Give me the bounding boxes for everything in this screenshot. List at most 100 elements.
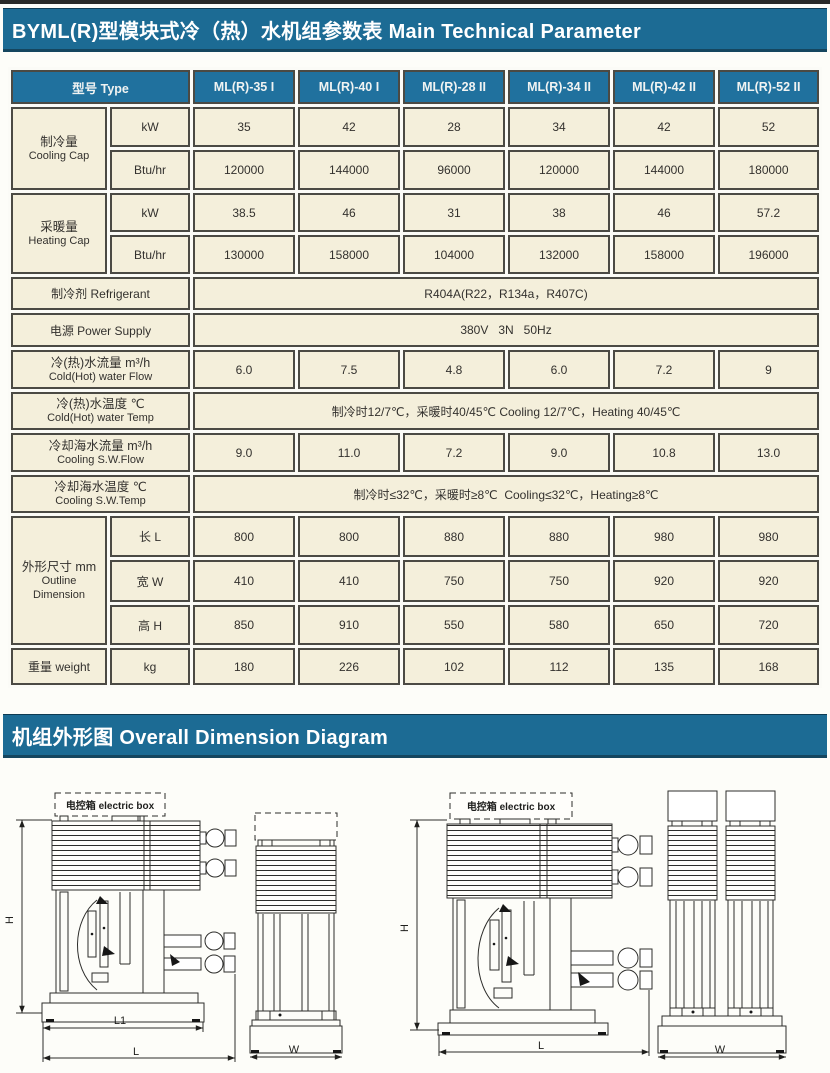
label-cn: 制冷量 bbox=[40, 134, 78, 149]
value-cell: 980 bbox=[718, 516, 820, 557]
value-cell: 38.5 bbox=[193, 193, 296, 232]
dimension-h-right: H bbox=[399, 819, 447, 1031]
electric-box-tower-b bbox=[725, 790, 776, 822]
sw-flow-row: 冷却海水流量 m³/h Cooling S.W.Flow 9.0 11.0 7.… bbox=[11, 433, 820, 472]
value-cell: 46 bbox=[298, 193, 401, 232]
sw-temp-value-cell: 制冷时≤32℃，采暖时≥8℃ Cooling≤32℃，Heating≥8℃ bbox=[193, 475, 820, 513]
fin-coil-side-left bbox=[255, 845, 337, 914]
unit-cell: kW bbox=[110, 193, 191, 232]
dim-label-w: W bbox=[289, 1044, 300, 1056]
label-cn: 冷(热)水温度 ℃ bbox=[56, 397, 145, 411]
value-cell: 31 bbox=[403, 193, 506, 232]
value-cell: 57.2 bbox=[718, 193, 820, 232]
unit-cell: 高 H bbox=[110, 605, 191, 645]
label-en: Cooling S.W.Temp bbox=[55, 495, 146, 508]
label-cn: 冷却海水流量 m³/h bbox=[48, 438, 153, 453]
value-cell: 34 bbox=[508, 107, 611, 147]
unit-base-side-right bbox=[657, 1007, 787, 1054]
scan-edge bbox=[0, 0, 830, 4]
main-title-bar: BYML(R)型模块式冷（热）水机组参数表 Main Technical Par… bbox=[3, 8, 827, 52]
dimension-l-row: 外形尺寸 mm Outline Dimension 长 L 800 800 88… bbox=[11, 516, 820, 645]
dimension-l1-left: L1 bbox=[42, 1015, 204, 1032]
row-label-water-temp: 冷(热)水温度 ℃ Cold(Hot) water Temp bbox=[11, 392, 191, 430]
refrigerant-value-cell: R404A(R22，R134a，R407C) bbox=[193, 277, 820, 310]
value-cell: 9.0 bbox=[193, 433, 296, 472]
unit-cell: Btu/hr bbox=[110, 150, 191, 190]
tower-b bbox=[727, 899, 774, 1009]
unit-cell: 宽 W bbox=[110, 560, 191, 602]
dim-label-h: H bbox=[399, 924, 411, 932]
label-en: Heating Cap bbox=[28, 234, 90, 247]
label-cn: 冷却海水温度 ℃ bbox=[54, 480, 147, 494]
value-cell: 135 bbox=[613, 648, 716, 685]
side-view-right: W bbox=[657, 790, 787, 1060]
value-cell: 11.0 bbox=[298, 433, 401, 472]
value-cell: 180000 bbox=[718, 150, 820, 190]
value-cell: 650 bbox=[613, 605, 716, 645]
electric-box-side-left bbox=[254, 812, 338, 841]
value-cell: 7.5 bbox=[298, 350, 401, 389]
pipe-connections-lower-left bbox=[163, 931, 236, 974]
fin-coil-right bbox=[446, 823, 613, 899]
value-cell: 42 bbox=[613, 107, 716, 147]
dim-label-l1: L1 bbox=[114, 1015, 126, 1027]
dimension-w-right: W bbox=[658, 1044, 786, 1060]
unit-cell: Btu/hr bbox=[110, 235, 191, 274]
value-cell: 9 bbox=[718, 350, 820, 389]
value-cell: 130000 bbox=[193, 235, 296, 274]
value-cell: 28 bbox=[403, 107, 506, 147]
parameter-table: 型号 Type ML(R)-35 I ML(R)-40 I ML(R)-28 I… bbox=[8, 67, 823, 688]
value-cell: 880 bbox=[508, 516, 611, 557]
label-en: Cold(Hot) water Flow bbox=[48, 370, 153, 383]
value-cell: 880 bbox=[403, 516, 506, 557]
dimension-h-row: 高 H 850 910 550 580 650 720 bbox=[11, 605, 820, 645]
fin-coil-tower-b bbox=[725, 825, 776, 901]
unit-body-left bbox=[55, 889, 165, 994]
model-header-cell: ML(R)-34 II bbox=[508, 70, 611, 104]
value-cell: 112 bbox=[508, 648, 611, 685]
tower-a bbox=[669, 899, 716, 1009]
value-cell: 850 bbox=[193, 605, 296, 645]
front-view-left: H 电控箱 electric box bbox=[4, 792, 237, 1062]
table-header-row: 型号 Type ML(R)-35 I ML(R)-40 I ML(R)-28 I… bbox=[11, 70, 820, 104]
dim-label-h: H bbox=[4, 916, 16, 924]
model-header-cell: ML(R)-52 II bbox=[718, 70, 820, 104]
value-cell: 132000 bbox=[508, 235, 611, 274]
value-cell: 9.0 bbox=[508, 433, 611, 472]
row-label-power: 电源 Power Supply bbox=[11, 313, 191, 347]
value-cell: 102 bbox=[403, 648, 506, 685]
value-cell: 6.0 bbox=[193, 350, 296, 389]
value-cell: 980 bbox=[613, 516, 716, 557]
label-en: Cooling Cap bbox=[28, 149, 90, 162]
fin-coil-tower-a bbox=[667, 825, 718, 901]
unit-cell: kW bbox=[110, 107, 191, 147]
weight-row: 重量 weight kg 180 226 102 112 135 168 bbox=[11, 648, 820, 685]
row-label-dimensions: 外形尺寸 mm Outline Dimension bbox=[11, 516, 107, 645]
value-cell: 580 bbox=[508, 605, 611, 645]
value-cell: 104000 bbox=[403, 235, 506, 274]
label-cn: 冷(热)水流量 m³/h bbox=[50, 355, 151, 370]
row-label-heating: 采暖量 Heating Cap bbox=[11, 193, 107, 274]
section-title-bar: 机组外形图 Overall Dimension Diagram bbox=[3, 714, 827, 758]
sw-temp-row: 冷却海水温度 ℃ Cooling S.W.Temp 制冷时≤32℃，采暖时≥8℃… bbox=[11, 475, 820, 513]
value-cell: 158000 bbox=[613, 235, 716, 274]
pipe-connections-upper-left bbox=[199, 828, 237, 878]
value-cell: 800 bbox=[298, 516, 401, 557]
row-label-sw-temp: 冷却海水温度 ℃ Cooling S.W.Temp bbox=[11, 475, 191, 513]
model-header-cell: ML(R)-42 II bbox=[613, 70, 716, 104]
type-header-cell: 型号 Type bbox=[11, 70, 191, 104]
value-cell: 196000 bbox=[718, 235, 820, 274]
value-cell: 96000 bbox=[403, 150, 506, 190]
value-cell: 158000 bbox=[298, 235, 401, 274]
model-header-cell: ML(R)-28 II bbox=[403, 70, 506, 104]
value-cell: 168 bbox=[718, 648, 820, 685]
label-en: Outline Dimension bbox=[33, 574, 85, 601]
power-supply-row: 电源 Power Supply 380V 3N 50Hz bbox=[11, 313, 820, 347]
front-view-right: H 电控箱 electric box bbox=[399, 792, 653, 1056]
overall-dimension-diagram: H 电控箱 electric box bbox=[4, 790, 787, 1062]
electric-box-label: 电控箱 electric box bbox=[66, 799, 155, 812]
electric-box-tower-a bbox=[667, 790, 718, 822]
model-header-cell: ML(R)-40 I bbox=[298, 70, 401, 104]
dimension-w-row: 宽 W 410 410 750 750 920 920 bbox=[11, 560, 820, 602]
row-label-weight: 重量 weight bbox=[11, 648, 107, 685]
